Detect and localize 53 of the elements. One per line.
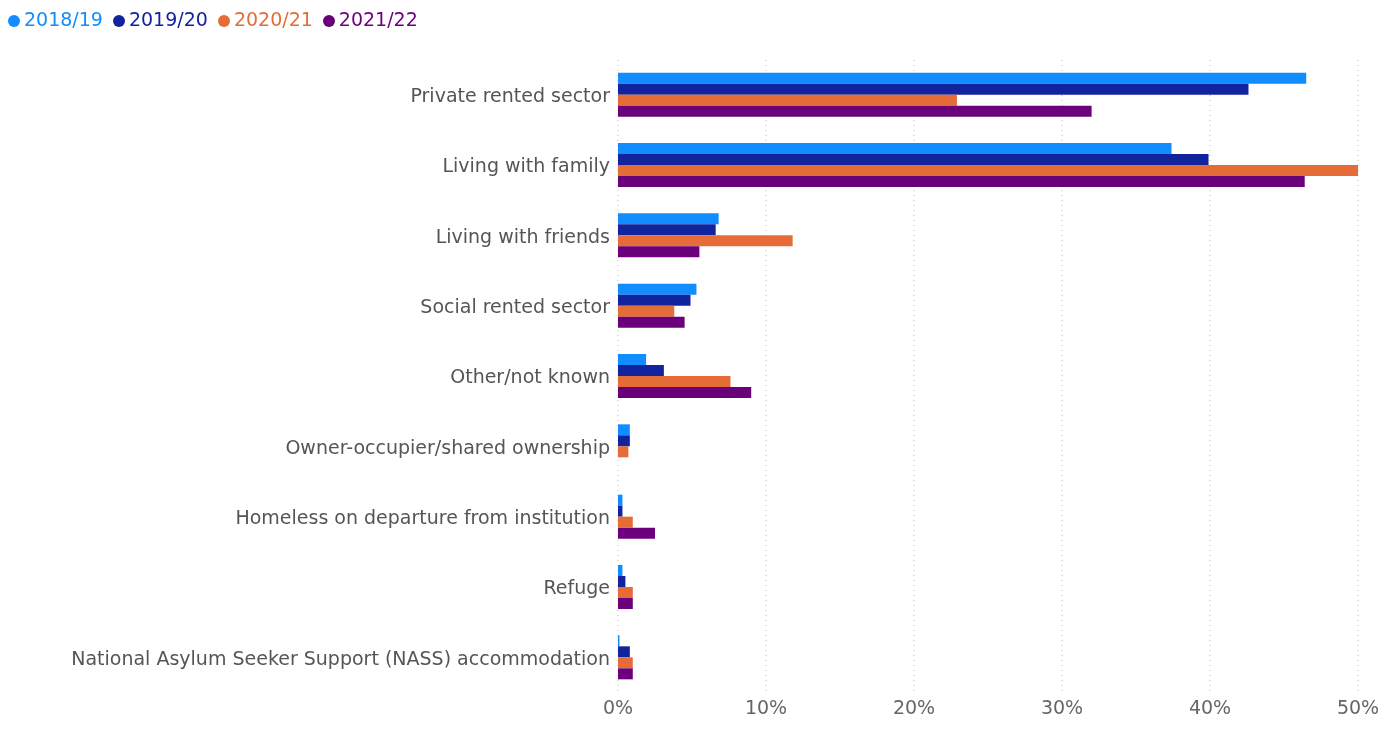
x-tick-label: 10% — [744, 696, 788, 719]
bar — [618, 235, 793, 247]
x-tick-label: 0% — [602, 696, 634, 719]
x-tick-label: 30% — [1040, 696, 1084, 719]
legend-label: 2020/21 — [233, 8, 313, 30]
bar — [618, 94, 957, 106]
bar — [618, 83, 1249, 95]
bar — [618, 646, 630, 658]
bar — [618, 224, 716, 236]
x-tick-label: 50% — [1336, 696, 1380, 719]
bar — [618, 386, 752, 398]
y-tick-label: Living with friends — [435, 224, 610, 247]
bar — [618, 142, 1172, 154]
y-tick-label: Private rented sector — [410, 83, 611, 106]
bar — [618, 153, 1209, 165]
bar — [618, 564, 623, 576]
bar — [618, 353, 647, 365]
y-tick-label: Living with family — [442, 154, 610, 177]
bar — [618, 105, 1092, 117]
bar — [618, 446, 629, 458]
bar — [618, 597, 633, 609]
bar — [618, 213, 719, 225]
y-tick-label: Other/not known — [450, 365, 610, 388]
y-tick-label: Owner-occupier/shared ownership — [285, 435, 610, 458]
x-tick-label: 40% — [1188, 696, 1232, 719]
x-tick-label: 20% — [892, 696, 936, 719]
bar — [618, 246, 700, 258]
bar — [618, 294, 691, 306]
bar — [618, 364, 664, 376]
bar — [618, 516, 633, 528]
bar — [618, 586, 633, 598]
bar — [618, 424, 630, 436]
legend-label: 2021/22 — [338, 8, 418, 30]
bar — [618, 668, 633, 680]
bar — [618, 316, 685, 328]
bar — [618, 527, 655, 539]
bar — [618, 175, 1305, 187]
legend-label: 2018/19 — [24, 8, 103, 30]
bar — [618, 657, 633, 669]
bar — [618, 283, 697, 295]
bar — [618, 305, 675, 317]
bar — [618, 72, 1307, 84]
bar — [618, 505, 623, 517]
bar — [618, 164, 1358, 176]
y-tick-label: Homeless on departure from institution — [235, 505, 610, 528]
bar — [618, 494, 623, 506]
y-tick-label: Refuge — [543, 576, 610, 599]
y-tick-label: Social rented sector — [420, 294, 611, 317]
legend-label: 2019/20 — [128, 8, 208, 30]
bar — [618, 435, 630, 447]
bar — [618, 575, 626, 587]
bar — [618, 375, 731, 387]
y-tick-label: National Asylum Seeker Support (NASS) accommodation — [71, 646, 610, 669]
